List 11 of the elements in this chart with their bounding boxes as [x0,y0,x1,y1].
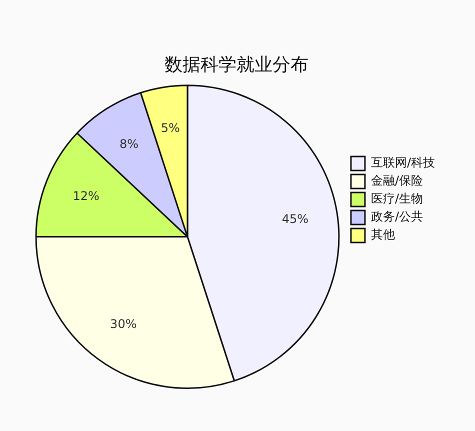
legend-label: 政务/公共 [370,210,424,224]
legend-label: 互联网/科技 [370,156,436,170]
legend-label: 金融/保险 [370,174,424,188]
data-label: 5% [160,121,180,136]
data-label: 45% [282,212,309,226]
data-label: 12% [72,188,100,203]
legend-label: 其他 [370,228,395,242]
chart-title: 数据科学就业分布 [164,54,308,76]
data-label: 30% [110,317,137,332]
data-label: 8% [120,136,139,151]
legend-label: 医疗/生物 [370,192,424,206]
